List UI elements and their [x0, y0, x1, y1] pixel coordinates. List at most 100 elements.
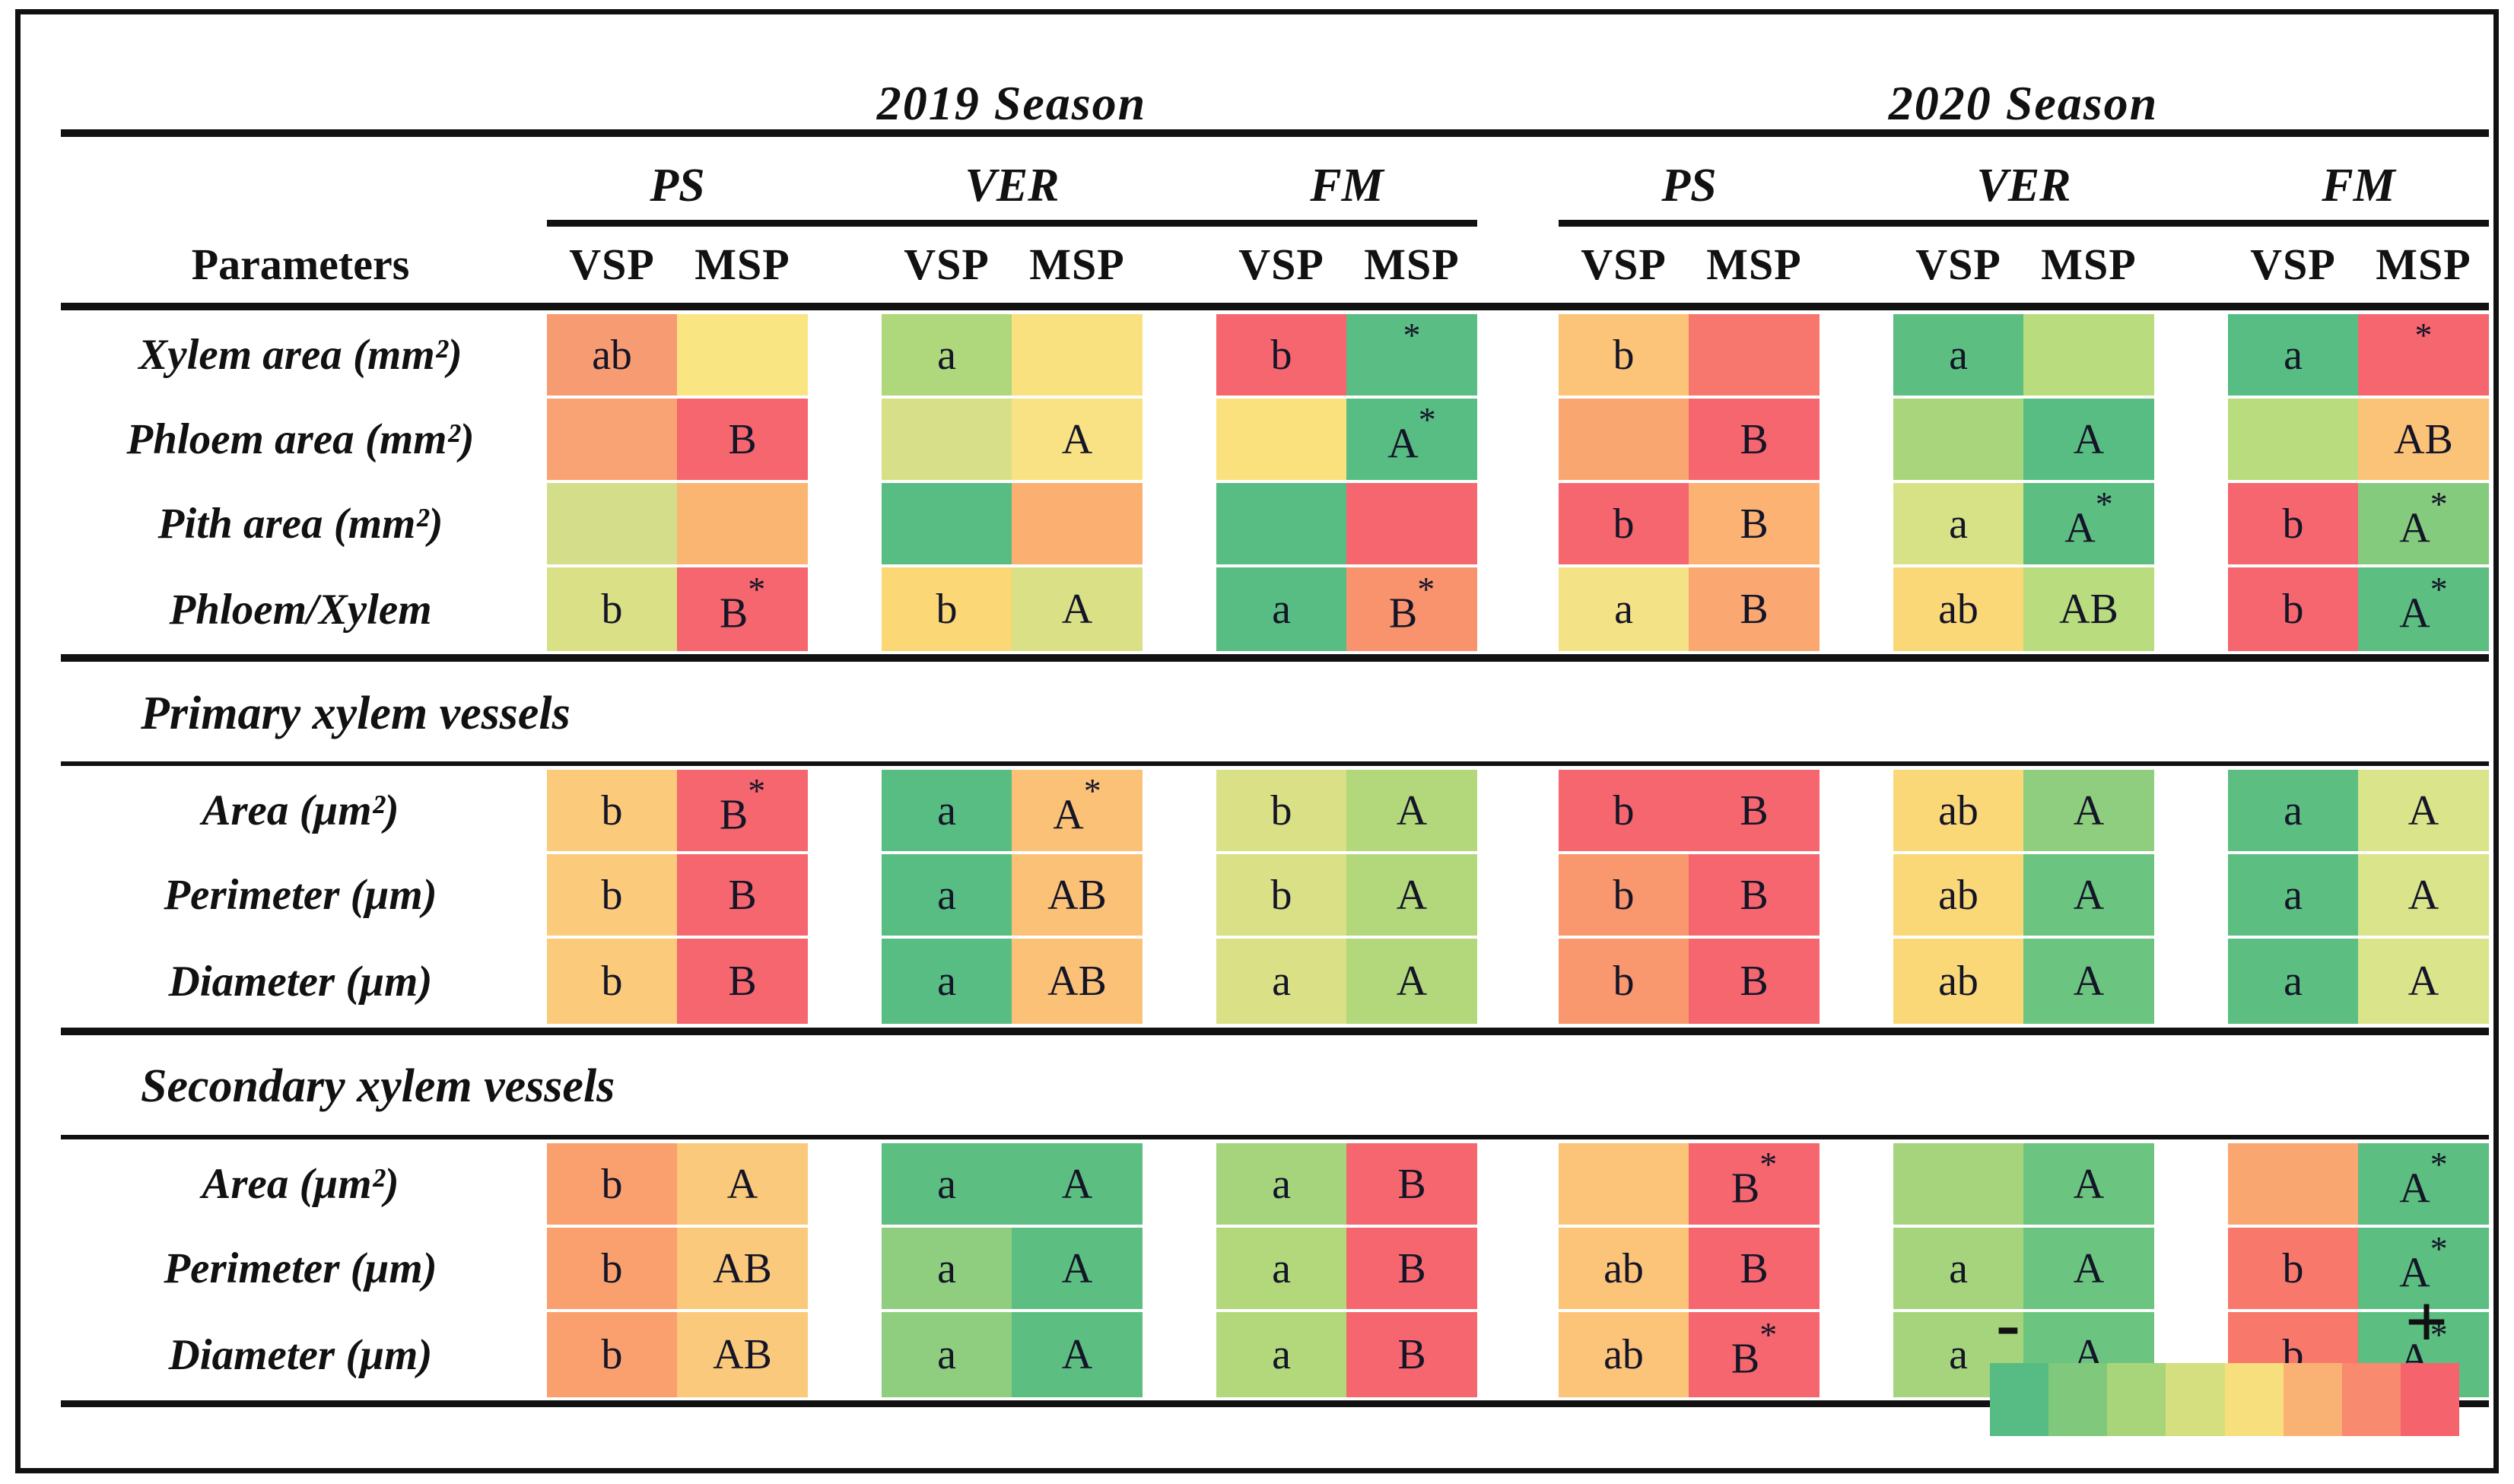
heat-cell-2019-ps-msp-s0r2 [677, 483, 808, 564]
season-title-2019: 2019 Season [876, 76, 1147, 130]
cell-letter: a [1272, 1331, 1291, 1378]
cell-letter: a [1272, 1160, 1291, 1208]
heat-cell-2020-ver-vsp-s0r1 [1893, 399, 2023, 480]
rule-under-secondary-header [61, 1135, 2489, 1139]
cell-letter: B [728, 958, 757, 1005]
system-label-2019-ps-vsp: VSP [569, 240, 655, 289]
cell-letter: a [937, 786, 956, 834]
cell-letter: a [937, 871, 956, 919]
heat-cell-2019-fm-vsp-s0r3: a [1216, 567, 1346, 651]
heat-cell-2019-ps-msp-s1r0: B* [677, 770, 808, 851]
stage-label-2019-ver: VER [965, 160, 1060, 211]
cell-letter: ab [1938, 586, 1978, 633]
asterisk: * [1759, 1315, 1778, 1355]
heat-cell-2020-fm-vsp-s0r1 [2228, 399, 2358, 480]
heat-cell-2019-ps-msp-s0r3: B* [677, 567, 808, 651]
cell-letter: A [2073, 958, 2105, 1005]
cell-letter: AB [1047, 958, 1107, 1005]
heat-cell-2019-ver-msp-s1r2: AB [1012, 939, 1143, 1024]
cell-letter: B [1740, 786, 1769, 834]
heat-cell-2019-ps-msp-s2r1: AB [677, 1228, 808, 1309]
cell-letter: B* [1731, 1315, 1778, 1383]
asterisk: * [1417, 570, 1435, 609]
heat-cell-2019-ver-vsp-s1r1: a [882, 854, 1012, 936]
cell-letter: B [728, 415, 757, 463]
cell-letter: a [937, 1331, 956, 1378]
cell-letter: b [601, 1160, 623, 1208]
parameters-header: Parameters [191, 240, 410, 289]
cell-letter: A [2073, 1160, 2105, 1208]
heat-cell-2020-ver-msp-s0r1: A [2023, 399, 2154, 480]
heat-cell-2019-fm-msp-s1r1: A [1346, 854, 1477, 936]
rule-bottom [61, 1400, 2489, 1407]
heat-cell-2019-fm-vsp-s2r2: a [1216, 1312, 1346, 1397]
stage-label-2020-ver: VER [1976, 160, 2071, 211]
cell-letter: A [2073, 415, 2105, 463]
heat-cell-2019-ver-vsp-s0r3: b [882, 567, 1012, 651]
heat-cell-2019-ps-vsp-s1r1: b [547, 854, 677, 936]
heat-cell-2019-ver-vsp-s0r2 [882, 483, 1012, 564]
heat-cell-2019-fm-msp-s2r1: B [1346, 1228, 1477, 1309]
asterisk: * [1403, 315, 1421, 354]
heat-cell-2019-ver-msp-s0r0 [1012, 314, 1143, 396]
season-title-2020: 2020 Season [1888, 76, 2159, 130]
cell-letter: b [601, 786, 623, 834]
heat-cell-2020-ps-vsp-s2r2: ab [1559, 1312, 1689, 1397]
system-label-2019-fm-msp: MSP [1364, 240, 1460, 289]
cell-letter: A* [2064, 484, 2113, 552]
cell-letter: a [937, 331, 956, 379]
heat-cell-2019-ps-vsp-s0r2 [547, 483, 677, 564]
asterisk: * [2430, 1315, 2448, 1355]
heat-cell-2020-ps-vsp-s2r0 [1559, 1143, 1689, 1225]
system-label-2019-ps-msp: MSP [694, 240, 790, 289]
row-label-pith-area-mm: Pith area (mm²) [157, 500, 443, 548]
heat-cell-2020-fm-vsp-s2r0 [2228, 1143, 2358, 1225]
heat-cell-2020-fm-msp-s0r3: A* [2358, 567, 2489, 651]
heat-cell-2019-fm-vsp-s0r1 [1216, 399, 1346, 480]
cell-letter: b [1613, 871, 1635, 919]
heat-cell-2019-fm-msp-s0r0: * [1346, 314, 1477, 396]
cell-letter: A [726, 1160, 758, 1208]
cell-letter: AB [1047, 871, 1107, 919]
legend-swatch-8 [2400, 1363, 2459, 1436]
heat-cell-2019-ps-vsp-s0r1 [547, 399, 677, 480]
cell-letter: ab [1938, 958, 1978, 1005]
heat-cell-2020-fm-msp-s0r0: * [2358, 314, 2489, 396]
cell-letter: A [1061, 415, 1093, 463]
heat-cell-2020-fm-vsp-s0r0: a [2228, 314, 2358, 396]
heat-cell-2019-ver-vsp-s1r2: a [882, 939, 1012, 1024]
heat-cell-2019-fm-msp-s1r0: A [1346, 770, 1477, 851]
heat-cell-2020-ver-vsp-s0r0: a [1893, 314, 2023, 396]
asterisk: * [2414, 315, 2433, 354]
cell-letter: a [937, 1244, 956, 1292]
cell-letter: b [2282, 1244, 2304, 1292]
cell-letter: A [1061, 1331, 1093, 1378]
heat-cell-2019-ver-vsp-s1r0: a [882, 770, 1012, 851]
cell-letter: b [1270, 871, 1292, 919]
heat-cell-2020-fm-msp-s2r0: A* [2358, 1143, 2489, 1225]
cell-letter: A [2408, 871, 2439, 919]
cell-letter: a [937, 1160, 956, 1208]
heat-cell-2020-ver-msp-s0r0 [2023, 314, 2154, 396]
heat-cell-2020-ver-vsp-s0r3: ab [1893, 567, 2023, 651]
cell-letter: a [1272, 958, 1291, 1005]
cell-letter: A [1396, 786, 1428, 834]
cell-letter: b [1613, 331, 1635, 379]
asterisk: * [2095, 484, 2113, 523]
cell-letter: a [1949, 1331, 1968, 1378]
heat-cell-2019-fm-vsp-s1r2: a [1216, 939, 1346, 1024]
heat-cell-2019-ps-msp-s2r0: A [677, 1143, 808, 1225]
heat-cell-2020-ps-vsp-s0r3: a [1559, 567, 1689, 651]
heat-cell-2020-fm-msp-s1r1: A [2358, 854, 2489, 936]
heat-cell-2020-ps-msp-s2r0: B* [1689, 1143, 1820, 1225]
heat-cell-2020-ver-msp-s1r1: A [2023, 854, 2154, 936]
cell-letter: A [2073, 786, 2105, 834]
heat-cell-2020-ver-vsp-s1r0: ab [1893, 770, 2023, 851]
stage-label-2020-fm: FM [2322, 160, 2395, 211]
cell-letter: A* [1387, 399, 1436, 468]
cell-letter: AB [713, 1244, 772, 1292]
row-label-perimeter-m: Perimeter (μm) [164, 871, 437, 919]
stage-label-2019-fm: FM [1310, 160, 1384, 211]
asterisk: * [748, 570, 766, 609]
heat-cell-2020-ver-vsp-s1r2: ab [1893, 939, 2023, 1024]
